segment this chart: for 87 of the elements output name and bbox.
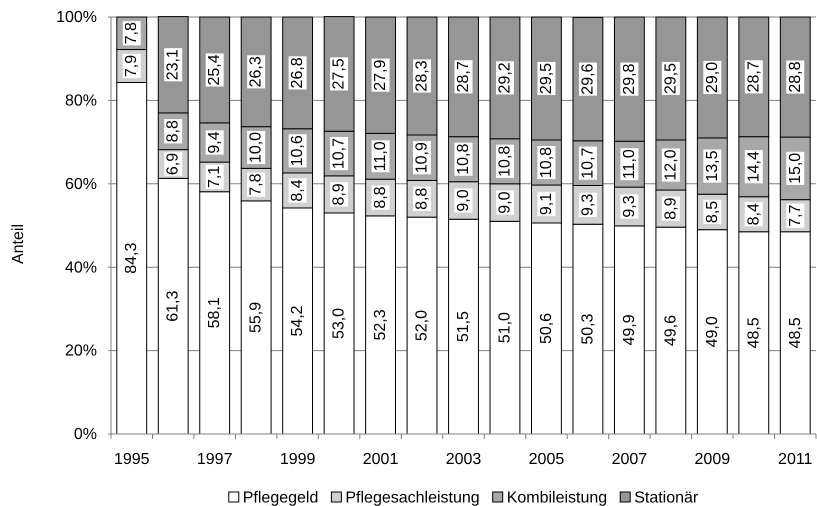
data-label: 7,8 bbox=[123, 22, 140, 44]
data-label: 26,3 bbox=[248, 56, 265, 88]
x-tick-label: 2005 bbox=[528, 451, 564, 468]
data-label: 29,5 bbox=[538, 62, 555, 94]
data-label: 25,4 bbox=[206, 54, 224, 86]
data-label: 50,3 bbox=[579, 313, 596, 345]
data-label: 29,2 bbox=[496, 62, 514, 94]
y-tick-label: 0% bbox=[74, 426, 97, 444]
data-label: 8,9 bbox=[330, 183, 348, 206]
data-label: 8,5 bbox=[704, 200, 721, 224]
data-label: 14,4 bbox=[745, 151, 762, 182]
data-label: 27,5 bbox=[330, 58, 348, 90]
legend-label: Stationär bbox=[634, 490, 699, 506]
data-label: 23,1 bbox=[164, 49, 182, 80]
x-tick-label: 2007 bbox=[612, 451, 648, 468]
data-label: 29,0 bbox=[704, 62, 721, 94]
data-label: 9,0 bbox=[496, 191, 514, 214]
data-label: 26,8 bbox=[289, 57, 306, 88]
data-label: 7,8 bbox=[248, 173, 265, 196]
data-label: 28,7 bbox=[455, 61, 472, 92]
data-label: 10,8 bbox=[496, 146, 514, 177]
data-label: 8,4 bbox=[745, 203, 762, 226]
data-label: 55,9 bbox=[248, 302, 265, 334]
x-tick-label: 1997 bbox=[196, 451, 233, 468]
x-tick-label: 1999 bbox=[280, 451, 316, 468]
data-label: 29,8 bbox=[620, 63, 638, 95]
data-label: 10,0 bbox=[248, 132, 265, 164]
data-label: 9,0 bbox=[455, 189, 472, 212]
data-label: 9,3 bbox=[579, 194, 596, 216]
y-tick-label: 80% bbox=[64, 92, 97, 110]
data-label: 9,4 bbox=[206, 131, 224, 154]
data-label: 10,6 bbox=[289, 135, 306, 166]
data-label: 51,5 bbox=[455, 310, 472, 342]
y-axis-title: Anteil bbox=[10, 224, 27, 264]
data-label: 9,1 bbox=[538, 192, 555, 216]
x-tick-label: 2011 bbox=[778, 451, 813, 468]
data-label: 48,5 bbox=[786, 317, 804, 348]
data-label: 28,8 bbox=[786, 61, 804, 93]
data-label: 11,0 bbox=[620, 149, 638, 180]
data-label: 15,0 bbox=[786, 152, 804, 184]
y-tick-label: 100% bbox=[56, 9, 97, 26]
data-label: 10,7 bbox=[579, 147, 596, 179]
data-label: 10,7 bbox=[330, 138, 348, 170]
data-label: 49,9 bbox=[620, 314, 638, 346]
data-label: 8,9 bbox=[662, 197, 680, 220]
data-label: 8,8 bbox=[372, 186, 390, 209]
data-label: 8,8 bbox=[164, 120, 182, 142]
data-label: 13,5 bbox=[704, 150, 721, 182]
data-label: 6,9 bbox=[164, 152, 182, 176]
y-tick-label: 20% bbox=[64, 342, 97, 360]
data-label: 52,0 bbox=[414, 310, 431, 342]
data-label: 61,3 bbox=[164, 290, 182, 322]
data-label: 58,1 bbox=[206, 297, 224, 328]
data-label: 52,3 bbox=[372, 309, 390, 341]
data-label: 11,0 bbox=[372, 141, 390, 172]
data-label: 49,6 bbox=[662, 314, 680, 346]
x-tick-label: 2009 bbox=[694, 451, 730, 468]
data-label: 28,3 bbox=[414, 60, 431, 92]
x-tick-label: 2001 bbox=[362, 451, 398, 468]
legend-label: Pflegegeld bbox=[242, 490, 318, 506]
data-label: 7,1 bbox=[206, 166, 224, 188]
data-label: 51,0 bbox=[496, 312, 514, 344]
data-label: 29,6 bbox=[579, 63, 596, 95]
data-label: 10,8 bbox=[538, 146, 555, 178]
data-label: 10,8 bbox=[455, 144, 472, 175]
data-label: 10,9 bbox=[414, 142, 431, 174]
data-label: 7,9 bbox=[123, 54, 140, 78]
data-label: 54,2 bbox=[289, 305, 306, 337]
data-label: 50,6 bbox=[538, 312, 555, 344]
legend-label: Pflegesachleistung bbox=[345, 490, 480, 506]
x-tick-label: 1995 bbox=[114, 451, 150, 468]
data-label: 29,5 bbox=[662, 62, 680, 94]
data-label: 84,3 bbox=[123, 242, 140, 274]
data-label: 9,3 bbox=[620, 195, 638, 218]
x-tick-label: 2003 bbox=[446, 451, 482, 468]
data-label: 48,5 bbox=[745, 317, 762, 348]
y-tick-label: 60% bbox=[64, 176, 97, 193]
data-label: 53,0 bbox=[330, 308, 348, 340]
legend-label: Kombileistung bbox=[506, 490, 608, 506]
data-label: 7,7 bbox=[786, 204, 804, 227]
data-label: 28,7 bbox=[745, 61, 762, 92]
data-label: 12,0 bbox=[662, 149, 680, 181]
data-label: 49,0 bbox=[704, 316, 721, 348]
data-label: 8,4 bbox=[289, 179, 306, 202]
data-label: 8,8 bbox=[414, 188, 431, 210]
data-label: 27,9 bbox=[372, 60, 390, 91]
y-tick-label: 40% bbox=[64, 259, 97, 276]
